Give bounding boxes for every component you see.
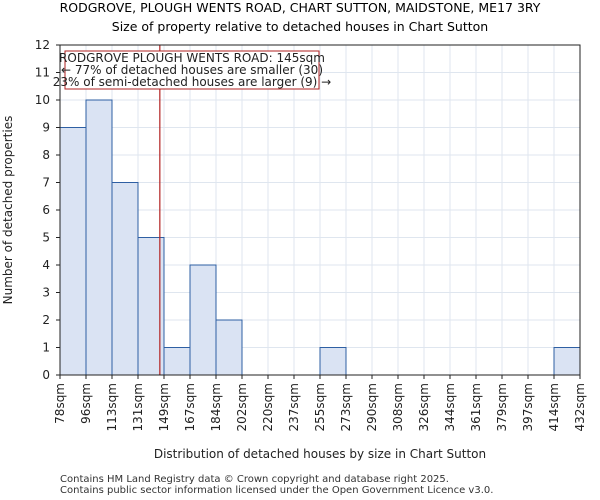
x-tick-label: 96sqm xyxy=(79,383,93,424)
x-tick-label: 379sqm xyxy=(495,383,509,431)
bars xyxy=(59,99,581,376)
y-tick-label: 10 xyxy=(35,93,50,107)
annotation-line-1: RODGROVE PLOUGH WENTS ROAD: 145sqm xyxy=(59,51,325,65)
footer-line-1: Contains HM Land Registry data © Crown c… xyxy=(60,474,449,485)
x-tick-label: 255sqm xyxy=(313,383,327,431)
histogram-bar xyxy=(59,127,87,376)
x-tick-label: 344sqm xyxy=(443,383,457,431)
x-tick-label: 361sqm xyxy=(469,383,483,431)
histogram-bar xyxy=(319,347,347,376)
x-tick-label: 202sqm xyxy=(235,383,249,431)
y-tick-label: 0 xyxy=(42,368,50,382)
x-tick-label: 290sqm xyxy=(365,383,379,431)
x-tick-label: 167sqm xyxy=(183,383,197,431)
y-tick-label: 12 xyxy=(35,38,50,52)
y-tick-label: 3 xyxy=(42,286,50,300)
histogram-bar xyxy=(215,319,243,376)
histogram-bar xyxy=(111,182,139,376)
x-tick-label: 113sqm xyxy=(105,383,119,431)
annotation-line-2: ← 77% of detached houses are smaller (30… xyxy=(61,63,323,77)
chart-title: RODGROVE, PLOUGH WENTS ROAD, CHART SUTTO… xyxy=(60,0,541,15)
histogram-bar xyxy=(85,99,113,376)
x-tick-label: 308sqm xyxy=(391,383,405,431)
x-tick-label: 326sqm xyxy=(417,383,431,431)
y-tick-label: 2 xyxy=(42,313,50,327)
x-tick-label: 414sqm xyxy=(547,383,561,431)
plot-frame xyxy=(59,44,581,376)
footer-line-2: Contains public sector information licen… xyxy=(60,485,494,496)
x-tick-label: 432sqm xyxy=(573,383,587,431)
x-tick-label: 237sqm xyxy=(287,383,301,431)
annotation-box: RODGROVE PLOUGH WENTS ROAD: 145sqm ← 77%… xyxy=(53,50,331,90)
x-tick-label: 220sqm xyxy=(261,383,275,431)
y-tick-label: 7 xyxy=(42,176,50,190)
annotation-box-frame xyxy=(64,50,320,90)
y-tick-label: 5 xyxy=(42,231,50,245)
histogram-bar xyxy=(163,347,191,376)
y-tick-label: 8 xyxy=(42,148,50,162)
y-tick-label: 11 xyxy=(35,66,50,80)
histogram-bar xyxy=(189,264,217,376)
y-tick-label: 1 xyxy=(42,341,50,355)
x-tick-label: 273sqm xyxy=(339,383,353,431)
x-tick-label: 78sqm xyxy=(53,383,67,424)
x-tick-label: 397sqm xyxy=(521,383,535,431)
x-tick-label: 149sqm xyxy=(157,383,171,431)
annotation-line-3: 23% of semi-detached houses are larger (… xyxy=(53,75,331,89)
x-axis-label: Distribution of detached houses by size … xyxy=(154,447,486,461)
y-tick-label: 4 xyxy=(42,258,50,272)
chart-subtitle: Size of property relative to detached ho… xyxy=(112,19,488,34)
x-tick-label: 131sqm xyxy=(131,383,145,431)
y-tick-label: 6 xyxy=(42,203,50,217)
x-tick-label: 184sqm xyxy=(209,383,223,431)
y-tick-label: 9 xyxy=(42,121,50,135)
histogram-bar xyxy=(553,347,581,376)
y-axis-label: Number of detached properties xyxy=(1,116,15,305)
x-axis-ticks: 78sqm 96sqm 113sqm 131sqm 149sqm 167sqm 184sqm… xyxy=(53,375,587,431)
